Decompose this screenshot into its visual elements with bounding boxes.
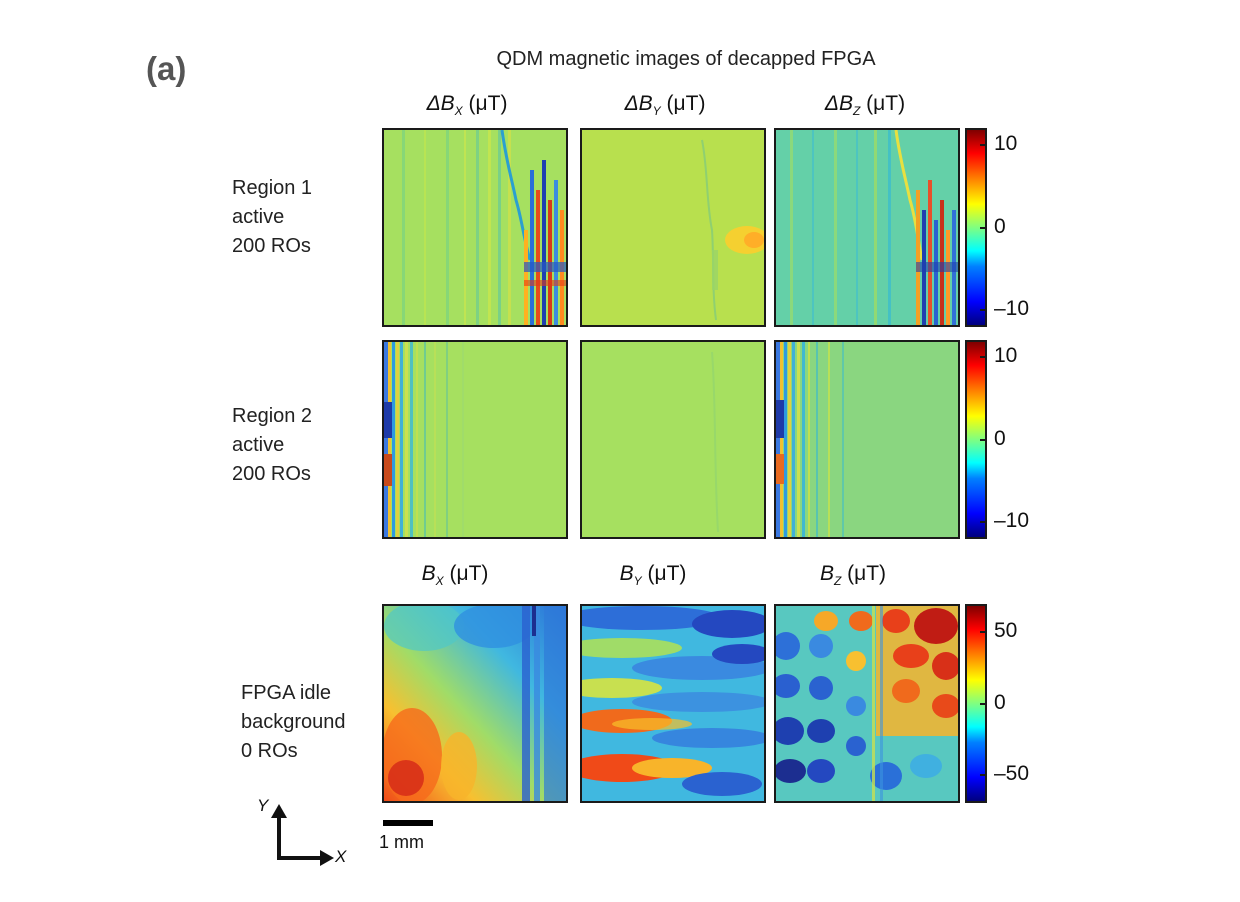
header-subscript: Y [633, 574, 642, 589]
colorbar-tick-label: 0 [994, 426, 1006, 450]
map-region2-dby [580, 340, 766, 539]
row-label-line: 200 ROs [232, 235, 311, 257]
colorbar-tick [980, 226, 987, 229]
colorbar-tick-label: 0 [994, 690, 1006, 714]
colorbar-tick [980, 309, 987, 312]
axis-arrows-icon [271, 804, 334, 866]
header-symbol: ΔB [426, 92, 455, 115]
header-bx: BX (μT) [360, 562, 550, 588]
colorbar-tick [980, 521, 987, 524]
figure-title: QDM magnetic images of decapped FPGA [496, 48, 876, 70]
map-region1-dbx [382, 128, 568, 327]
header-symbol: ΔB [624, 92, 653, 115]
header-symbol: B [619, 562, 634, 585]
scale-bar-label: 1 mm [379, 832, 424, 852]
row-label-line: 0 ROs [241, 740, 298, 762]
header-subscript: Z [833, 574, 842, 589]
colorbar-tick-label: 10 [994, 343, 1018, 367]
colorbar-tick-label: –10 [994, 297, 1030, 321]
row-label-line: active [232, 434, 285, 456]
colorbar-tick [980, 438, 987, 441]
colorbar-tick-label: 10 [994, 131, 1018, 155]
map-region1-dbz [774, 128, 960, 327]
header-bz: BZ (μT) [758, 562, 948, 588]
colorbar-tick-label: –50 [994, 761, 1030, 785]
header-unit: (μT) [660, 92, 706, 115]
header-subscript: X [454, 104, 463, 119]
row-label-line: Region 1 [232, 177, 313, 199]
header-unit: (μT) [860, 92, 906, 115]
header-delta-bx: ΔBX (μT) [372, 92, 562, 118]
row-label-line: active [232, 206, 285, 228]
map-idle-bz [774, 604, 960, 803]
colorbar-tick-label: 50 [994, 619, 1018, 643]
map-region2-dbz [774, 340, 960, 539]
header-unit: (μT) [841, 562, 887, 585]
map-idle-bx [382, 604, 568, 803]
header-unit: (μT) [443, 562, 489, 585]
row-label-line: 200 ROs [232, 463, 311, 485]
header-by: BY (μT) [558, 562, 748, 588]
row-label-line: background [241, 711, 346, 733]
header-unit: (μT) [641, 562, 687, 585]
map-region2-dbx [382, 340, 568, 539]
scale-bar [383, 820, 433, 826]
colorbar-tick [980, 631, 987, 634]
colorbar-tick-label: –10 [994, 509, 1030, 533]
header-delta-bz: ΔBZ (μT) [770, 92, 960, 118]
header-symbol: B [421, 562, 436, 585]
axis-y-label: Y [257, 796, 269, 815]
header-subscript: Y [652, 104, 661, 119]
colorbar-tick [980, 773, 987, 776]
panel-label: (a) [146, 50, 187, 87]
header-unit: (μT) [462, 92, 508, 115]
axis-x-label: X [335, 847, 347, 866]
header-subscript: X [435, 574, 444, 589]
colorbar-tick [980, 702, 987, 705]
colorbar-tick-label: 0 [994, 214, 1006, 238]
map-idle-by [580, 604, 766, 803]
header-symbol: B [819, 562, 834, 585]
row-label-line: FPGA idle [241, 682, 332, 704]
row-label-region1: Region 1 active 200 ROs [232, 174, 312, 261]
header-subscript: Z [853, 104, 861, 119]
row-label-idle: FPGA idle background 0 ROs [241, 679, 346, 766]
header-symbol: ΔB [824, 92, 853, 115]
map-region1-dby [580, 128, 766, 327]
colorbar-tick [980, 355, 987, 358]
header-delta-by: ΔBY (μT) [570, 92, 760, 118]
row-label-line: Region 2 [232, 405, 313, 427]
row-label-region2: Region 2 active 200 ROs [232, 402, 312, 489]
colorbar-tick [980, 143, 987, 146]
